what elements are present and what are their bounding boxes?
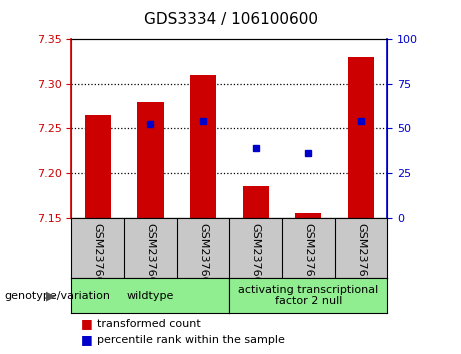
Text: ■: ■ (81, 318, 92, 330)
Text: GSM237611: GSM237611 (356, 223, 366, 290)
Bar (85, 115, 111, 218)
Text: genotype/variation: genotype/variation (5, 291, 111, 301)
Text: GSM237609: GSM237609 (251, 223, 260, 290)
Text: GSM237610: GSM237610 (303, 223, 313, 290)
Bar (348, 57, 374, 218)
Text: ■: ■ (81, 333, 92, 346)
Text: GDS3334 / 106100600: GDS3334 / 106100600 (143, 12, 318, 27)
Text: GSM237608: GSM237608 (198, 223, 208, 290)
Text: GSM237607: GSM237607 (145, 223, 155, 290)
Bar (295, 213, 321, 218)
Text: ▶: ▶ (46, 289, 56, 302)
Text: GSM237606: GSM237606 (93, 223, 103, 290)
Text: transformed count: transformed count (97, 319, 201, 329)
Bar (190, 75, 216, 218)
Text: wildtype: wildtype (127, 291, 174, 301)
Bar (137, 102, 164, 218)
Text: activating transcriptional
factor 2 null: activating transcriptional factor 2 null (238, 285, 378, 307)
Bar (242, 187, 269, 218)
Text: percentile rank within the sample: percentile rank within the sample (97, 335, 285, 345)
